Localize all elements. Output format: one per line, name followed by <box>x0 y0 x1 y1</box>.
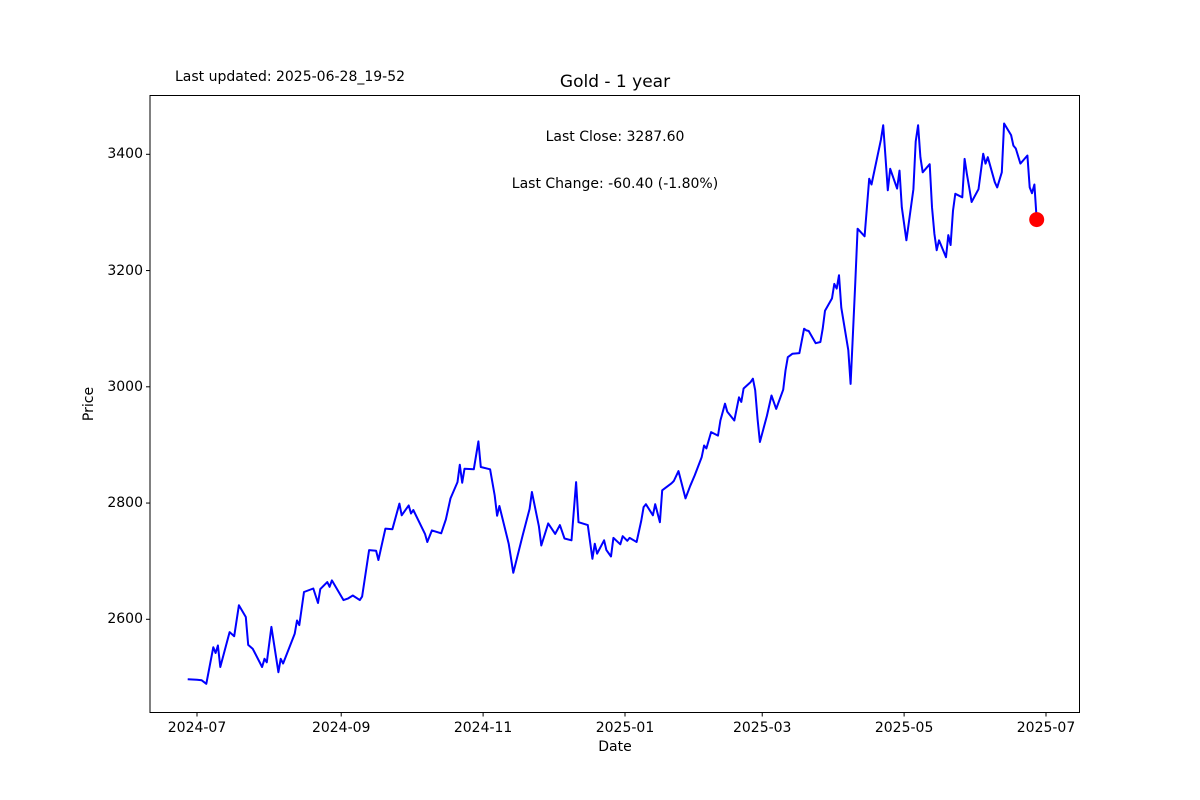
price-line <box>187 122 1038 685</box>
y-tick-label-2: 3000 <box>107 378 143 395</box>
annotation-last-change: Last Change: -60.40 (-1.80%) <box>511 175 719 192</box>
y-tick-label-3: 3200 <box>107 262 143 279</box>
x-axis-label: Date <box>598 739 632 755</box>
x-tick-label-3: 2025-01 <box>595 719 655 736</box>
x-tick-label-4: 2025-03 <box>732 719 792 736</box>
x-tick-label-6: 2025-07 <box>1016 719 1076 736</box>
plot-frame <box>149 95 1080 713</box>
y-axis-label: Price <box>81 386 97 422</box>
last-price-marker <box>1029 212 1045 228</box>
x-tick-label-2: 2024-11 <box>453 719 513 736</box>
annotation-last-close: Last Close: 3287.60 <box>545 129 685 145</box>
x-tick-label-0: 2024-07 <box>167 719 227 736</box>
x-tick-label-1: 2024-09 <box>311 719 371 736</box>
y-tick-label-4: 3400 <box>107 146 143 163</box>
y-tick-label-0: 2600 <box>107 611 143 628</box>
x-tick-label-5: 2025-05 <box>874 719 934 736</box>
y-tick-label-1: 2800 <box>107 495 143 512</box>
chart-title: Gold - 1 year <box>559 72 671 92</box>
last-updated-text: Last updated: 2025-06-28_19-52 <box>175 69 406 85</box>
chart-annotation: Last Close: 3287.60 Last Change: -60.40 … <box>512 99 718 223</box>
